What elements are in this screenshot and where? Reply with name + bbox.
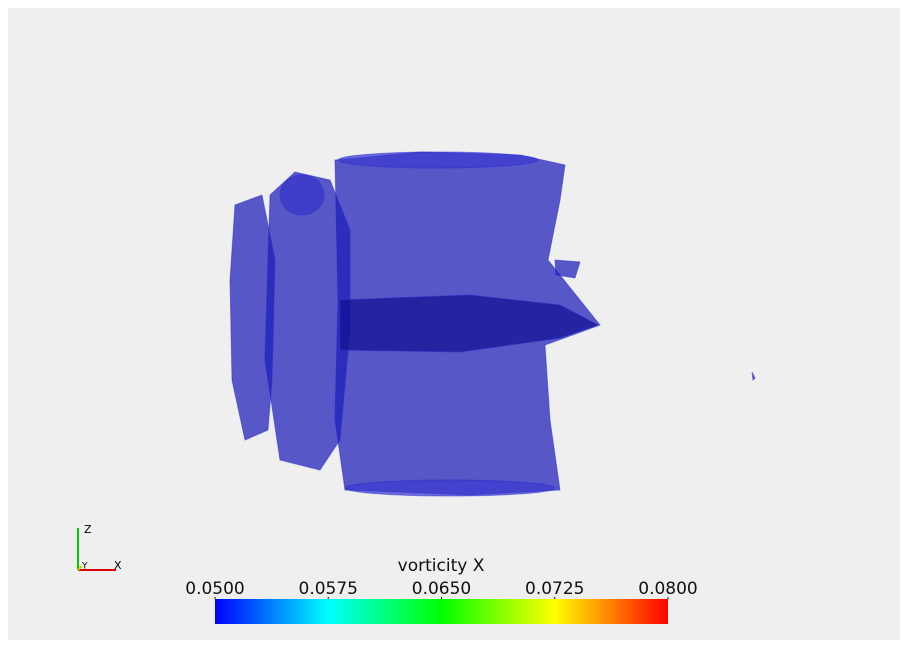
colorbar [215,599,668,624]
z-label: Z [84,523,92,536]
tick-label: 0.0575 [299,579,358,599]
tick-label: 0.0800 [638,579,697,599]
tick-label: 0.0500 [185,579,244,599]
tick-label: 0.0725 [525,579,584,599]
render-view: Z Y X vorticity X 0.0500 0.0575 0.0650 0.07… [0,0,907,648]
colorbar-title: vorticity X [398,556,485,576]
tick-label: 0.0650 [412,579,471,599]
x-label: X [114,559,122,572]
y-label: Y [81,562,88,572]
